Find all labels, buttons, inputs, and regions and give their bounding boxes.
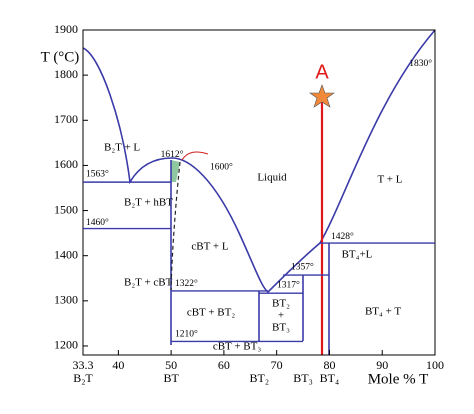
x-tick-label: 90 — [376, 358, 388, 372]
compound-label: B₂T — [73, 371, 93, 385]
isotherm-label: 1322° — [175, 278, 198, 289]
region-label: BT₄+L — [342, 249, 373, 261]
x-tick-label: 50 — [165, 358, 177, 372]
y-tick-label: 1500 — [54, 202, 78, 216]
y-tick-label: 1800 — [54, 67, 78, 81]
plot-frame — [82, 29, 436, 356]
hbt-cbt-boundary — [170, 161, 181, 291]
compound-label: BT₃ — [293, 371, 313, 385]
isotherm-label: 1428° — [331, 231, 354, 242]
region-label: T + L — [378, 174, 403, 186]
y-tick-label: 1700 — [54, 112, 78, 126]
region-label: cBT + BT₃ — [213, 341, 261, 353]
region-label: cBT + BT₂ — [187, 307, 235, 319]
y-tick-label: 1400 — [54, 247, 78, 261]
arrow-1600 — [181, 151, 209, 161]
isotherm-label: 1460° — [86, 217, 109, 228]
y-tick-label: 1600 — [54, 157, 78, 171]
region-label: BT₃ — [272, 322, 290, 334]
x-tick-label: 60 — [218, 358, 230, 372]
x-axis-label: Mole % T — [368, 371, 429, 387]
compound-label: BT — [163, 371, 179, 385]
green-region — [171, 160, 180, 182]
y-axis-label: T (°C) — [41, 49, 80, 65]
region-label: + — [278, 310, 284, 322]
x-tick-label: 80 — [323, 358, 335, 372]
isotherm-label: 1210° — [175, 329, 198, 340]
region-label: cBT + L — [191, 241, 228, 253]
liquidus — [82, 29, 436, 294]
compound-label: BT₄ — [320, 371, 340, 385]
isotherm-label: 1357° — [291, 261, 314, 272]
peak-label: 1612° — [161, 149, 184, 160]
isotherm-label: 1563° — [86, 168, 109, 179]
y-tick-label: 1300 — [54, 293, 78, 307]
x-tick-label: 33.3 — [73, 358, 94, 372]
region-label: B₂T + cBT — [124, 277, 173, 289]
x-tick-label: 70 — [271, 358, 283, 372]
region-label: BT₂ — [272, 298, 290, 310]
peak-label: 1830° — [409, 58, 432, 69]
region-label: B₂T + L — [104, 142, 140, 154]
y-tick-label: 1900 — [54, 22, 78, 36]
x-tick-label: 100 — [426, 358, 444, 372]
y-tick-label: 1200 — [54, 338, 78, 352]
x-tick-label: 40 — [112, 358, 124, 372]
region-label: BT₄ + T — [365, 306, 401, 318]
compound-label: BT₂ — [249, 371, 269, 385]
region-label: Liquid — [257, 172, 287, 184]
annotation: A — [315, 61, 329, 83]
isotherm-label: 1317° — [277, 279, 300, 290]
region-label: B₂T + hBT — [124, 197, 173, 209]
star — [309, 84, 335, 108]
peak-label: 1600° — [210, 162, 233, 173]
